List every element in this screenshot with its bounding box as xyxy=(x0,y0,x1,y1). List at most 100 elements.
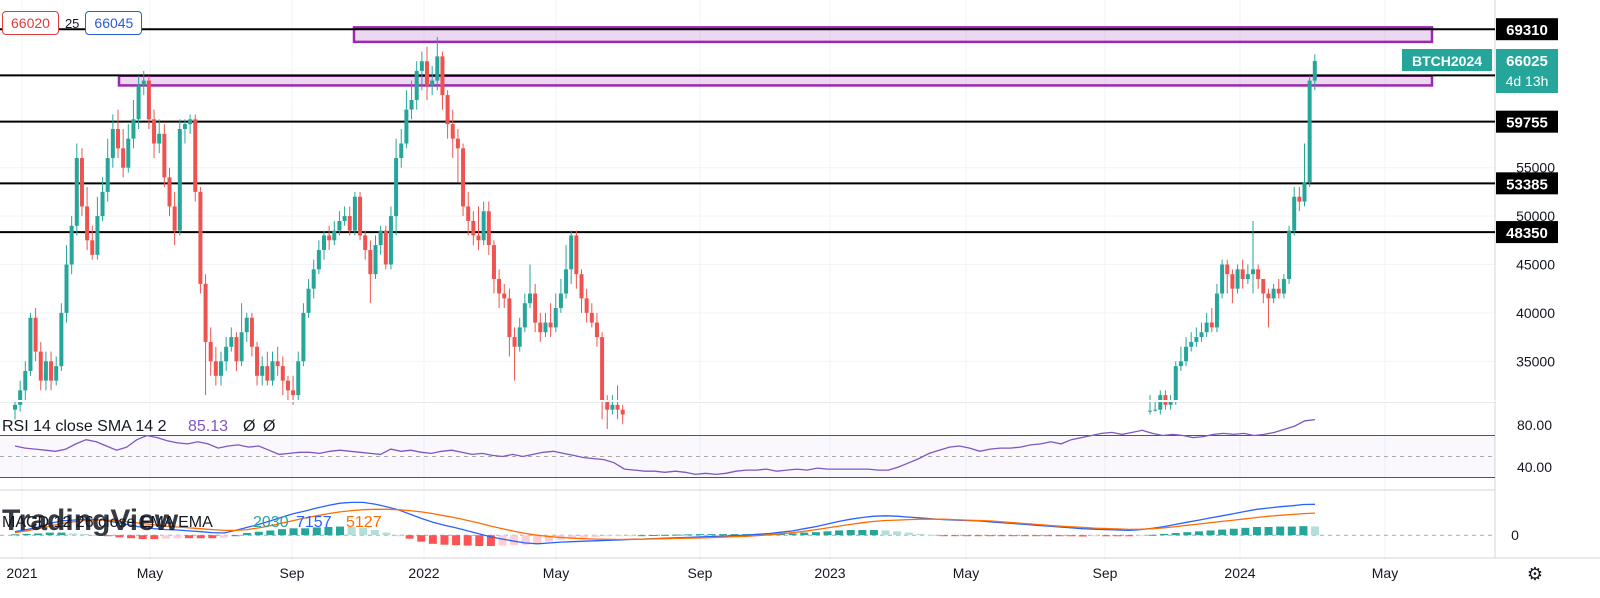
candle-body xyxy=(177,128,182,231)
horizontal-levels: 6931064540597555338548350 xyxy=(0,18,1558,244)
candle-body xyxy=(213,361,218,376)
candle-body xyxy=(244,317,249,333)
candle-body xyxy=(620,409,625,415)
candle-body xyxy=(605,400,610,410)
candle-body xyxy=(18,390,23,405)
chart-settings-gear-icon[interactable]: ⚙ xyxy=(1526,563,1544,584)
price-zone xyxy=(117,74,1434,87)
candle-body xyxy=(332,230,337,241)
candle-body xyxy=(234,337,239,362)
last-price-box xyxy=(1496,48,1558,93)
candle-body xyxy=(306,288,311,313)
macd-histogram-bar xyxy=(1020,535,1029,537)
candle-body xyxy=(265,366,270,381)
candle-body xyxy=(1184,346,1189,362)
candle-body xyxy=(280,366,285,381)
candle-body xyxy=(64,264,69,313)
candle-body xyxy=(450,124,455,139)
bid-price[interactable]: 66020 xyxy=(2,11,59,35)
candle-body xyxy=(95,216,100,255)
level-label: 59755 xyxy=(1506,115,1548,132)
candle-body xyxy=(193,119,198,192)
candle-body xyxy=(311,269,316,289)
macd-histogram-bar xyxy=(1160,533,1169,536)
candle-body xyxy=(363,235,368,250)
macd-histogram-bar xyxy=(1055,535,1064,537)
candle-body xyxy=(1230,274,1235,289)
macd-histogram-bar xyxy=(1044,535,1053,537)
candle-body xyxy=(146,80,151,120)
bar-countdown: 4d 13h xyxy=(1506,73,1549,89)
macd-histogram-bar xyxy=(463,535,472,546)
macd-histogram-bar xyxy=(69,533,78,536)
candle-body xyxy=(502,293,507,299)
candle-body xyxy=(38,351,43,381)
candle-body xyxy=(23,370,28,391)
macd-histogram-bar xyxy=(266,530,275,536)
last-price: 66025 xyxy=(1506,53,1548,70)
candle-body xyxy=(1312,60,1317,81)
time-tick-label: 2023 xyxy=(814,565,845,581)
macd-histogram-bar xyxy=(649,534,658,536)
candle-body xyxy=(1235,269,1240,289)
time-tick-label: 2024 xyxy=(1224,565,1255,581)
candle-body xyxy=(1194,337,1199,342)
macd-histogram-bar xyxy=(127,535,136,539)
candle-body xyxy=(569,235,574,270)
macd-histogram-bar xyxy=(370,530,379,536)
symbol-tag: BTCH2024 xyxy=(1412,53,1482,69)
candle-body xyxy=(342,216,347,221)
macd-histogram-bar xyxy=(1090,535,1099,537)
macd-histogram-bar xyxy=(579,535,588,538)
macd-histogram-bar xyxy=(602,535,611,537)
candle-body xyxy=(203,283,208,342)
ask-price[interactable]: 66045 xyxy=(85,11,143,35)
rsi-line xyxy=(14,418,1316,476)
macd-histogram-bar xyxy=(1229,528,1238,536)
macd-histogram-bar xyxy=(939,535,948,537)
macd-histogram-bar xyxy=(927,534,936,536)
macd-histogram-bar xyxy=(150,535,159,540)
macd-signal-line xyxy=(14,508,1316,541)
price-zones xyxy=(117,26,1434,87)
macd-histogram-bar xyxy=(185,535,194,539)
macd-histogram-bar xyxy=(324,526,333,536)
candle-body xyxy=(275,361,280,367)
candle-body xyxy=(49,361,54,381)
candle-body xyxy=(1245,274,1250,280)
macd-histogram-bar xyxy=(951,535,960,537)
candle-body xyxy=(249,317,254,347)
macd-histogram-bar xyxy=(336,526,344,536)
macd-histogram-bar xyxy=(92,534,101,536)
candle-body xyxy=(239,332,244,362)
macd-histogram-bar xyxy=(777,533,786,536)
macd-histogram-bar xyxy=(80,533,89,536)
candle-body xyxy=(368,249,373,275)
level-label-box xyxy=(1496,110,1558,133)
macd-histogram-bar xyxy=(1102,535,1111,537)
candle-body xyxy=(1225,264,1230,275)
candle-body xyxy=(425,61,429,86)
macd-histogram-bar xyxy=(289,528,298,536)
candle-body xyxy=(85,206,90,241)
macd-histogram-bar xyxy=(672,534,681,536)
level-label: 69310 xyxy=(1506,22,1548,39)
rsi-pane: 80.00 40.00 xyxy=(0,417,1552,478)
macd-histogram-bar xyxy=(974,535,983,537)
candle-body xyxy=(600,337,605,400)
price-zone xyxy=(352,26,1434,44)
rsi-tick-label: 80.00 xyxy=(1517,417,1552,433)
level-label-box xyxy=(1496,221,1558,244)
macd-histogram-bar xyxy=(1148,534,1157,536)
candle-body xyxy=(476,235,481,241)
candle-body xyxy=(543,322,548,333)
macd-histogram-bar xyxy=(405,535,414,539)
candle-body xyxy=(79,158,84,207)
macd-histogram-bar xyxy=(1311,526,1319,536)
candle-body xyxy=(430,80,435,86)
macd-histogram-bar xyxy=(1032,535,1041,537)
macd-histogram-bar xyxy=(1194,531,1203,536)
macd-histogram-bar xyxy=(115,535,124,538)
macd-histogram-bar xyxy=(1241,527,1250,536)
